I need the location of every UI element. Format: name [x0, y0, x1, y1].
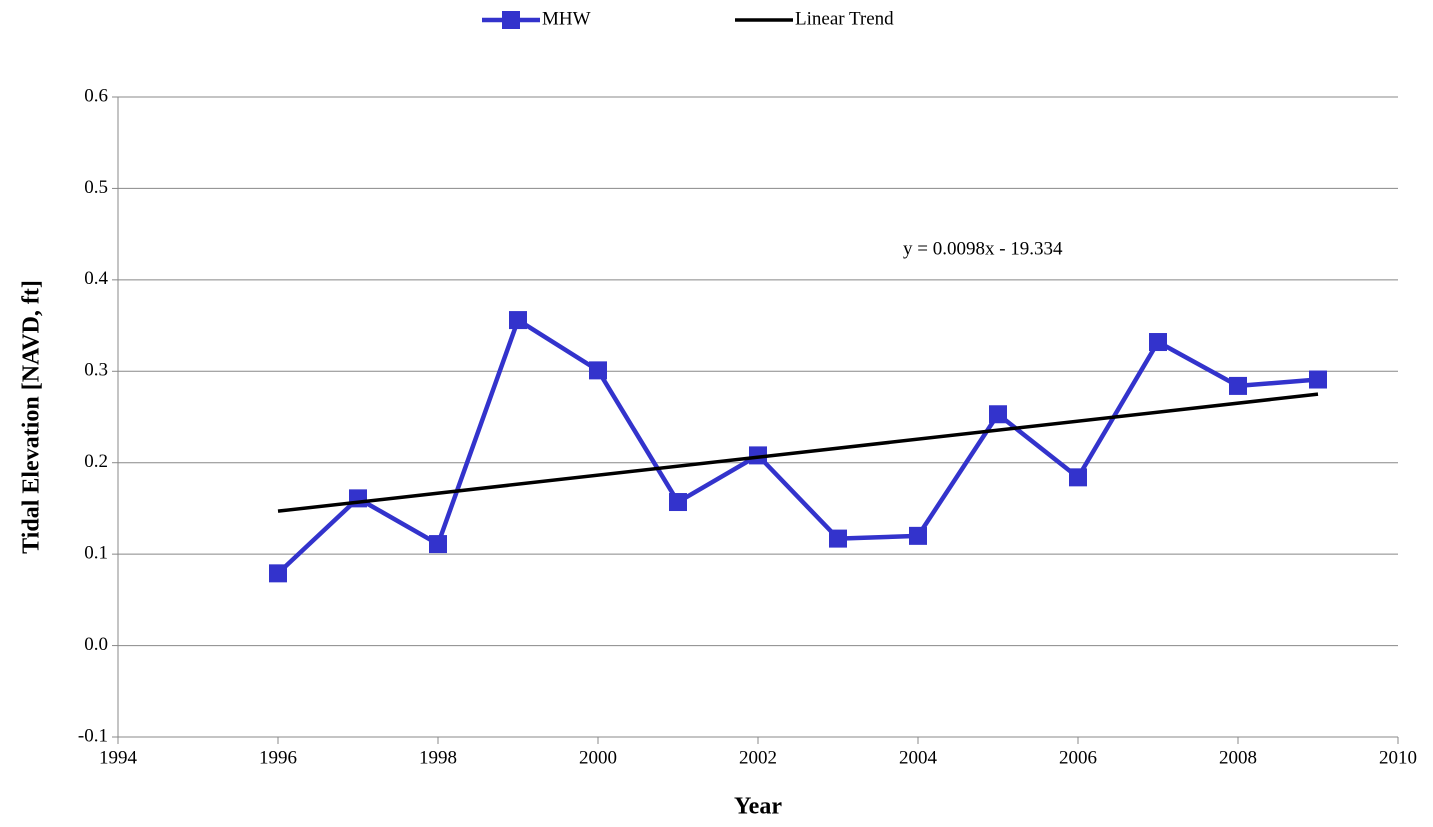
marker: [1149, 333, 1167, 352]
y-axis-label: Tidal Elevation [NAVD, ft]: [19, 280, 45, 554]
trend-equation: y = 0.0098x - 19.334: [903, 238, 1063, 259]
y-tick-label: 0.3: [84, 360, 108, 381]
marker: [669, 493, 687, 512]
marker: [429, 535, 447, 554]
series-line: [277, 392, 1319, 513]
x-tick-label: 1994: [99, 747, 138, 768]
legend-marker: [502, 11, 520, 29]
series-line: [276, 317, 1319, 575]
marker: [829, 529, 847, 548]
x-tick-label: 2002: [739, 747, 777, 768]
y-tick-label: 0.0: [84, 634, 108, 655]
y-tick-label: 0.6: [84, 85, 108, 106]
x-tick-label: 2010: [1379, 747, 1417, 768]
x-tick-label: 2000: [579, 747, 617, 768]
x-tick-label: 1998: [419, 747, 457, 768]
y-tick-label: 0.4: [84, 268, 108, 289]
x-tick-label: 1996: [259, 747, 297, 768]
y-tick-label: 0.1: [84, 543, 108, 564]
legend-label: MHW: [542, 8, 591, 29]
marker: [1069, 468, 1087, 487]
y-tick-label: -0.1: [78, 725, 108, 746]
x-tick-label: 2004: [899, 747, 938, 768]
x-tick-label: 2006: [1059, 747, 1097, 768]
marker: [1309, 370, 1327, 389]
y-tick-label: 0.5: [84, 177, 108, 198]
marker: [989, 405, 1007, 424]
x-tick-label: 2008: [1219, 747, 1257, 768]
marker: [349, 489, 367, 508]
x-axis-label: Year: [734, 794, 782, 820]
y-tick-label: 0.2: [84, 451, 108, 472]
marker: [589, 361, 607, 380]
marker: [269, 564, 287, 583]
marker: [1229, 376, 1247, 395]
marker: [909, 526, 927, 545]
marker: [509, 311, 527, 330]
legend-label: Linear Trend: [795, 8, 894, 29]
